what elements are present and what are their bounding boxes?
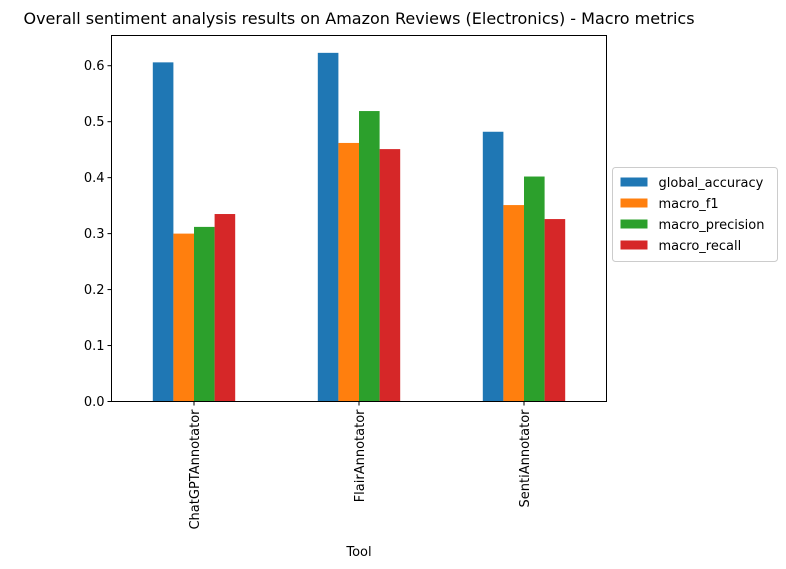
x-axis: ChatGPTAnnotator FlairAnnotator SentiAnnot…	[188, 401, 533, 530]
y-tick-label: 0.1	[84, 339, 105, 354]
y-tick-label: 0.0	[84, 395, 105, 410]
bar-global-accuracy-chatgptannotator	[152, 62, 174, 402]
legend-frame	[612, 167, 778, 262]
legend: global_accuracy macro_f1 macro_precisionma…	[612, 167, 778, 262]
bar-macro-precision-chatgptannotator	[194, 226, 215, 402]
legend-swatch	[620, 198, 648, 208]
y-tick-label: 0.3	[84, 227, 105, 242]
bar-macro-precision-sentiannotator	[524, 176, 545, 402]
legend-swatch	[620, 240, 648, 250]
plot-area-frame	[111, 35, 607, 402]
bar-macro-recall-chatgptannotator	[214, 214, 236, 402]
bar-global-accuracy-flairannotator	[317, 52, 339, 402]
y-tick-label: 0.6	[84, 59, 105, 74]
y-tick-label: 0.4	[84, 171, 105, 186]
legend-swatch	[620, 177, 648, 187]
x-tick-label: SentiAnnotator	[518, 409, 533, 508]
y-tick-label: 0.5	[84, 115, 105, 130]
bar-macro-f1-flairannotator	[338, 142, 359, 402]
chart-title: Overall sentiment analysis results on Am…	[23, 9, 694, 28]
legend-label: macro_precision	[659, 218, 765, 233]
x-tick-label: ChatGPTAnnotator	[188, 409, 203, 530]
bar-macro-recall-sentiannotator	[544, 219, 566, 402]
bar-macro-f1-sentiannotator	[503, 205, 524, 402]
bars-group	[152, 52, 566, 402]
legend-label: global_accuracy	[659, 176, 764, 191]
bar-macro-precision-flairannotator	[359, 111, 380, 402]
legend-label: macro_recall	[659, 239, 742, 254]
y-axis: 0.0 0.1 0.2 0.3 0.4 0.5 0.6	[84, 59, 112, 410]
x-tick-label: FlairAnnotator	[353, 409, 368, 502]
y-tick-label: 0.2	[84, 283, 105, 298]
bar-global-accuracy-sentiannotator	[482, 131, 504, 402]
bar-macro-f1-chatgptannotator	[173, 233, 194, 402]
x-axis-label: Tool	[345, 545, 371, 560]
legend-label: macro_f1	[659, 197, 719, 212]
bar-macro-recall-flairannotator	[379, 149, 401, 402]
legend-swatch	[620, 219, 648, 229]
